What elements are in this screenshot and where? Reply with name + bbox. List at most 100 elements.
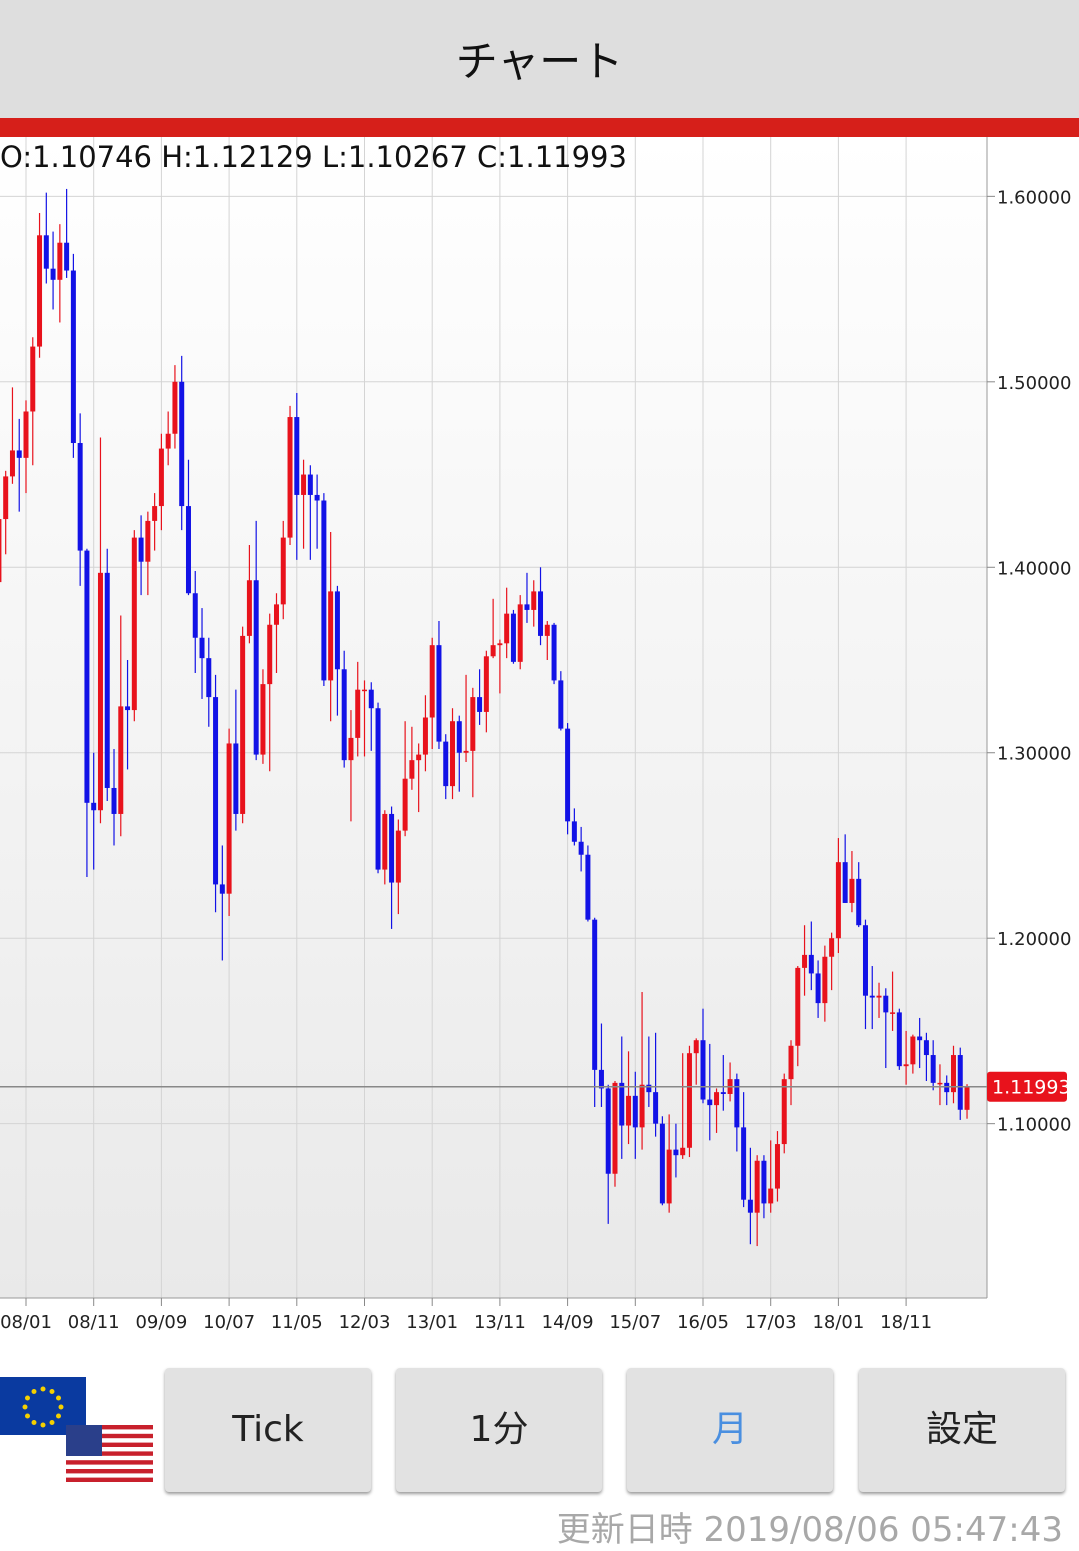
x-tick-label: 10/07 <box>203 1312 255 1333</box>
candle-body <box>179 381 185 507</box>
candle-body <box>16 450 22 458</box>
candle-body <box>456 721 462 753</box>
chart: O:1.10746 H:1.12129 L:1.10267 C:1.11993 … <box>0 137 1071 1333</box>
candle-body <box>795 967 801 1046</box>
candle-body <box>64 242 70 271</box>
candle-body <box>923 1040 929 1056</box>
candle-body <box>598 1069 604 1089</box>
candle-body <box>355 689 361 738</box>
candle-body <box>619 1082 625 1126</box>
month-button[interactable]: 月 <box>627 1368 833 1492</box>
candle-body <box>592 919 598 1070</box>
candle-body <box>307 474 313 495</box>
candle-body <box>118 706 124 814</box>
candle-body <box>158 448 164 507</box>
candle-body <box>680 1147 686 1156</box>
candle-body <box>389 813 395 883</box>
candle-body <box>138 537 144 562</box>
candle-body <box>382 813 388 870</box>
candle-body <box>375 708 381 870</box>
app-title: チャート <box>0 0 1079 118</box>
tick-button[interactable]: Tick <box>165 1368 371 1492</box>
candle-body <box>443 741 449 787</box>
last-price-label: 1.11993 <box>992 1077 1071 1099</box>
candle-body <box>477 697 483 712</box>
candle-body <box>632 1095 638 1128</box>
candle-body <box>876 995 882 998</box>
candle-body <box>233 743 239 814</box>
candle-body <box>260 684 266 755</box>
candle-body <box>781 1079 787 1145</box>
candle-body <box>334 591 340 670</box>
candle-body <box>328 591 334 681</box>
candle-body <box>700 1040 706 1100</box>
x-tick-label: 08/01 <box>0 1312 52 1333</box>
ohlc-label: O:1.10746 H:1.12129 L:1.10267 C:1.11993 <box>0 140 627 174</box>
y-tick-label: 1.30000 <box>997 744 1071 765</box>
candle-body <box>524 604 530 610</box>
candle-body <box>416 754 422 761</box>
candle-body <box>219 884 225 894</box>
candle-body <box>686 1053 692 1148</box>
candle-body <box>578 841 584 855</box>
plot-bg <box>0 137 987 1298</box>
candle-body <box>538 591 544 636</box>
updated-time: 更新日時 2019/08/06 05:47:43 <box>557 1502 1063 1551</box>
x-tick-label: 11/05 <box>271 1312 323 1333</box>
candle-body <box>720 1092 726 1094</box>
candle-body <box>172 381 178 434</box>
candle-body <box>206 658 212 698</box>
candle-body <box>463 750 469 753</box>
candle-body <box>77 443 83 551</box>
candle-body <box>0 519 2 583</box>
candle-body <box>395 830 401 883</box>
x-tick-label: 15/07 <box>609 1312 661 1333</box>
candle-body <box>896 1012 902 1067</box>
candle-body <box>544 624 550 636</box>
1min-button[interactable]: 1分 <box>396 1368 602 1492</box>
candle-body <box>111 787 117 814</box>
candle-body <box>808 954 814 974</box>
candle-body <box>314 494 320 501</box>
candle-body <box>192 593 198 638</box>
y-tick-label: 1.50000 <box>997 373 1071 394</box>
candle-body <box>862 925 868 996</box>
candle-body <box>558 680 564 729</box>
candle-body <box>246 580 252 636</box>
candle-body <box>450 721 456 787</box>
candle-body <box>761 1160 767 1204</box>
candle-body <box>165 433 171 449</box>
candle-body <box>287 417 293 538</box>
candle-body <box>605 1088 611 1174</box>
x-tick-label: 13/01 <box>406 1312 458 1333</box>
candle-body <box>368 689 374 709</box>
settings-button[interactable]: 設定 <box>859 1368 1065 1492</box>
x-tick-label: 14/09 <box>542 1312 594 1333</box>
candle-body <box>490 645 496 657</box>
candle-body <box>483 656 489 712</box>
candle-body <box>734 1079 740 1128</box>
updated-label: 更新日時 <box>556 1510 693 1550</box>
y-tick-label: 1.40000 <box>997 558 1071 579</box>
candle-body <box>714 1092 720 1106</box>
candle-body <box>43 235 49 269</box>
candle-body <box>348 737 354 761</box>
candle-body <box>822 956 828 1004</box>
candle-body <box>673 1149 679 1156</box>
candle-body <box>30 346 36 412</box>
candle-body <box>125 706 131 711</box>
candle-body <box>131 537 137 711</box>
candle-body <box>402 778 408 831</box>
currency-flags <box>0 1377 153 1482</box>
candle-body <box>267 624 273 685</box>
candle-body <box>517 604 523 662</box>
candle-body <box>504 613 510 644</box>
candle-body <box>835 862 841 939</box>
candle-body <box>531 591 537 610</box>
candle-body <box>294 417 300 495</box>
y-tick-label: 1.20000 <box>997 929 1071 950</box>
candle-body <box>747 1199 753 1213</box>
x-tick-label: 08/11 <box>68 1312 120 1333</box>
x-tick-label: 18/11 <box>880 1312 932 1333</box>
candle-body <box>768 1188 774 1204</box>
